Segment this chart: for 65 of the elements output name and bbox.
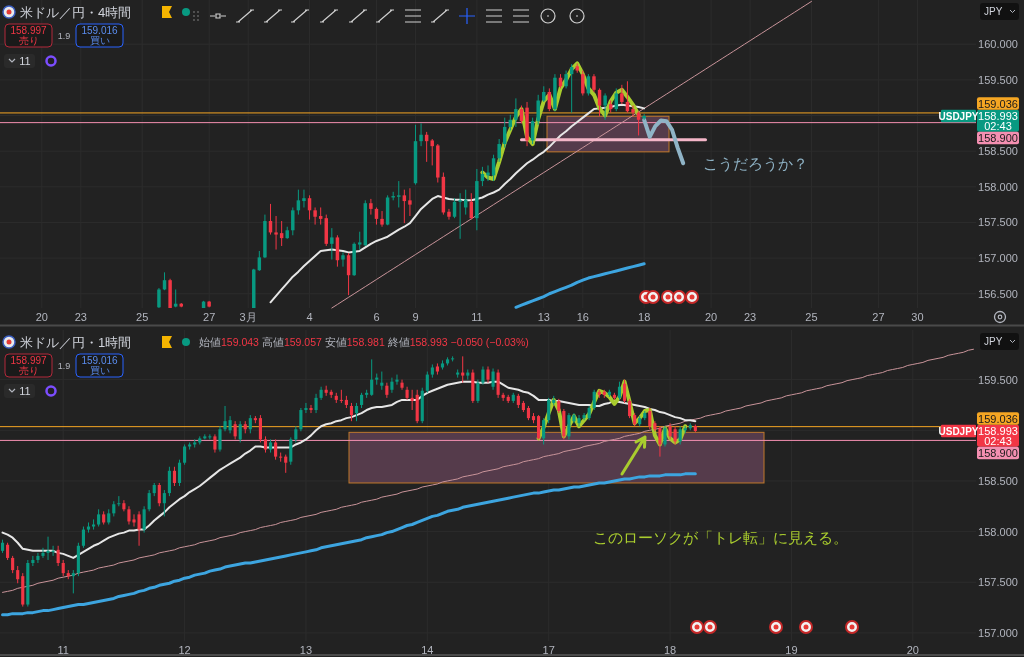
text: JPY [984, 336, 1003, 347]
annotation: 158.997 [10, 355, 48, 366]
chart-title: 米ドル／円・1時間 [20, 334, 132, 350]
annotation: 159.016 [81, 25, 119, 36]
x-tick-label: 20 [704, 311, 718, 323]
text: 158.993 [978, 110, 1018, 123]
annotation: 買い [89, 35, 110, 46]
annotation: 売り [18, 35, 39, 46]
x-tick-label: 18 [663, 644, 677, 656]
x-tick-label: 16 [576, 311, 589, 323]
x-tick-label: 23 [744, 311, 757, 323]
y-tick-label: 157.500 [978, 216, 1018, 229]
ref-line-label: 158.900 [978, 447, 1018, 460]
text: 158.993 [978, 425, 1018, 438]
x-tick-label: 19 [785, 644, 798, 656]
x-tick-label: 12 [178, 644, 191, 656]
y-tick-label: 158.500 [978, 474, 1018, 487]
y-tick-label: 160.000 [978, 38, 1018, 51]
x-tick-label: 20 [35, 311, 48, 323]
y-tick-label: 158.000 [978, 180, 1018, 193]
x-tick-label: 11 [471, 311, 483, 323]
y-tick-label: 157.500 [978, 576, 1018, 589]
x-tick-label: 25 [805, 311, 818, 323]
x-tick-label: 27 [872, 311, 885, 323]
annotation: 11 [19, 385, 31, 397]
text: 02:43 [984, 120, 1012, 133]
annotation: 11 [19, 55, 31, 67]
annotation: 158.997 [10, 25, 48, 36]
x-tick-label: 13 [537, 311, 550, 323]
y-tick-label: 157.000 [978, 626, 1018, 639]
ref-line-label: 159.036 [978, 412, 1018, 425]
ref-line-label: 158.900 [978, 132, 1018, 145]
x-tick-label: 3月 [239, 311, 257, 323]
x-tick-label: 14 [421, 644, 434, 656]
ref-line-label: 159.036 [978, 97, 1018, 110]
annotation: 売り [18, 365, 39, 376]
y-tick-label: 159.500 [978, 373, 1018, 386]
x-tick-label: 13 [299, 644, 313, 656]
annotation: このローソクが「トレ転」に見える。 [593, 528, 848, 546]
x-tick-label: 27 [203, 311, 216, 323]
x-tick-label: 9 [412, 311, 419, 323]
text: 始値159.043 高値159.057 安値158.981 終値158.993 −0.050 (−0.03%) [199, 336, 529, 348]
y-tick-label: 156.500 [978, 287, 1018, 300]
y-tick-label: 158.000 [978, 525, 1018, 538]
annotation: 1.9 [57, 360, 71, 371]
y-tick-label: 159.500 [978, 73, 1018, 86]
x-tick-label: 6 [373, 311, 380, 323]
x-tick-label: 20 [906, 644, 919, 656]
annotation: USDJPY [938, 110, 979, 122]
x-tick-label: 30 [911, 311, 924, 323]
x-tick-label: 18 [638, 311, 651, 323]
x-tick-label: 11 [57, 644, 69, 656]
annotation: 買い [89, 365, 110, 376]
x-tick-label: 17 [542, 644, 555, 656]
annotation: 159.016 [81, 355, 119, 366]
text: JPY [984, 6, 1003, 17]
y-tick-label: 158.500 [978, 145, 1018, 158]
y-tick-label: 157.000 [978, 252, 1018, 265]
x-tick-label: 4 [306, 311, 313, 323]
x-tick-label: 25 [136, 311, 149, 323]
annotation: こうだろうか？ [703, 154, 808, 172]
x-tick-label: 23 [74, 311, 87, 323]
chart-title: 米ドル／円・4時間 [20, 4, 132, 20]
annotation: 1.9 [57, 30, 71, 41]
text: 02:43 [984, 435, 1012, 448]
